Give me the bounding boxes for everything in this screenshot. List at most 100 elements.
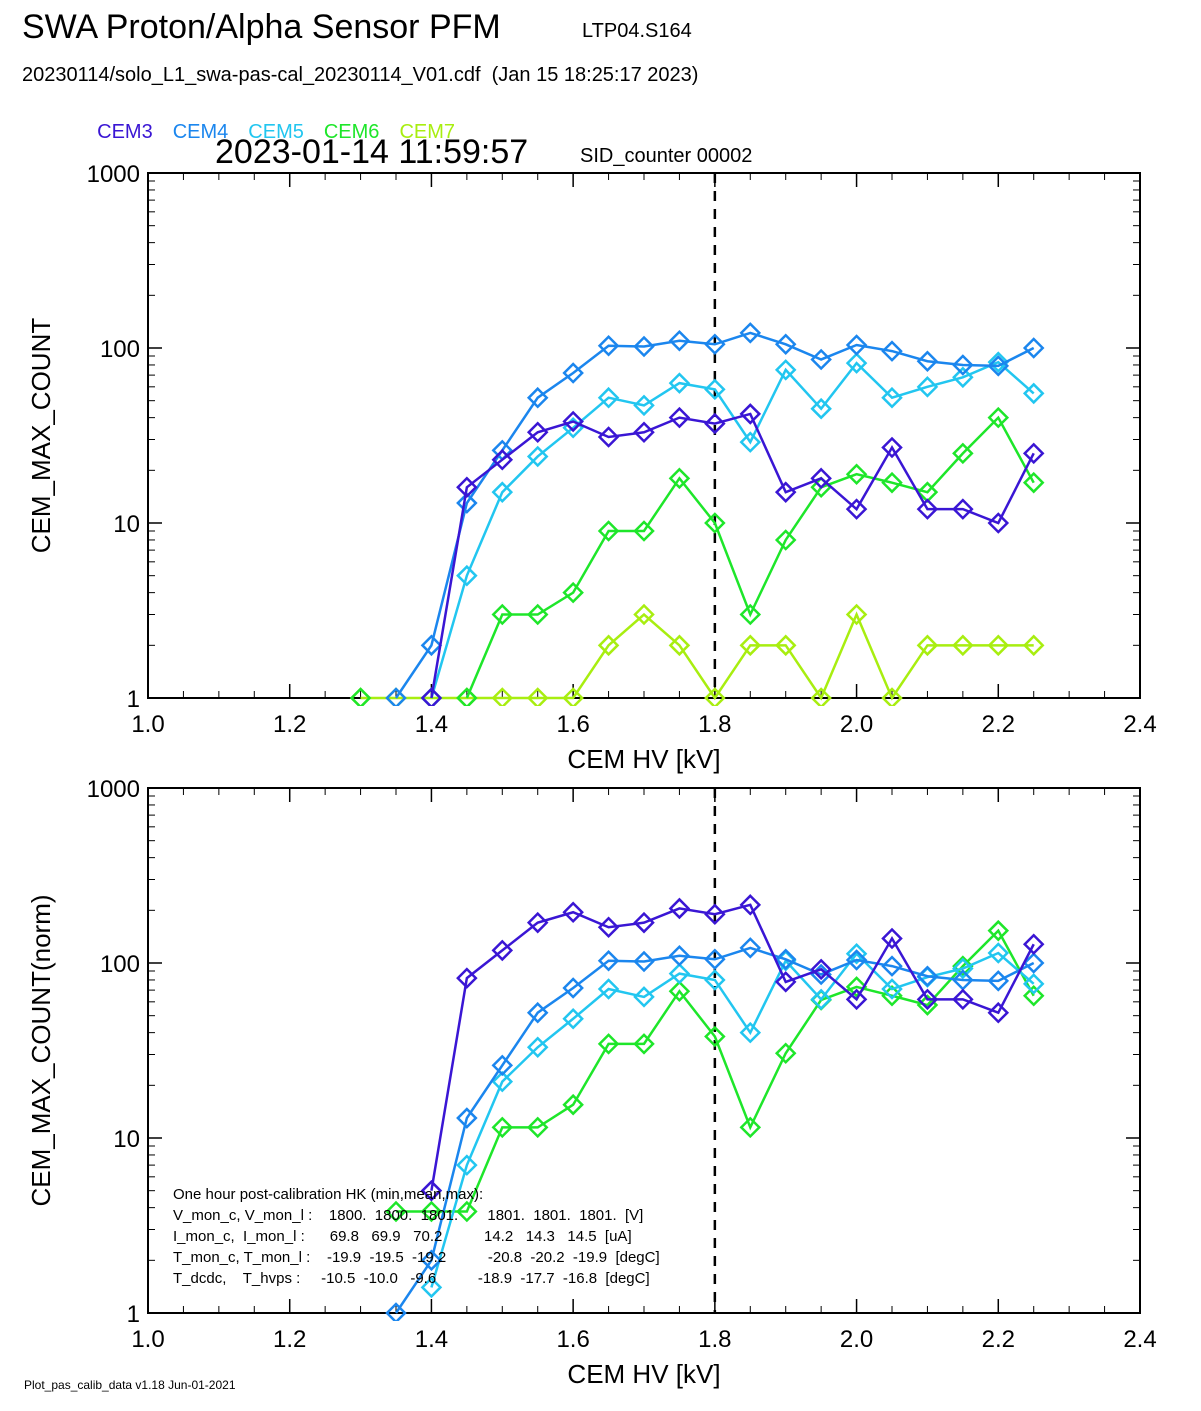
series-cem5: [420, 351, 1045, 706]
data-point: [597, 334, 620, 357]
data-point: [987, 1001, 1010, 1024]
data-point: [881, 340, 903, 362]
data-point: [420, 1276, 443, 1299]
data-point: [987, 634, 1010, 657]
data-point: [526, 911, 549, 934]
x-tick-label: 1.2: [273, 1326, 306, 1353]
data-point: [845, 988, 868, 1011]
data-point: [704, 412, 726, 435]
series-line: [394, 946, 1035, 1314]
data-point: [704, 378, 726, 401]
data-point: [597, 949, 620, 972]
data-point: [739, 431, 762, 453]
data-point: [1022, 933, 1045, 956]
data-point: [1022, 442, 1045, 465]
data-point: [774, 1042, 797, 1065]
series-layer: [349, 322, 1045, 706]
data-point: [385, 1200, 407, 1223]
data-point: [420, 1249, 443, 1272]
series-layer: [385, 894, 1045, 1321]
data-point: [952, 498, 974, 520]
data-point: [562, 977, 584, 999]
data-point: [597, 916, 620, 939]
data-point: [774, 634, 797, 657]
data-point: [987, 942, 1010, 964]
data-point: [845, 976, 868, 998]
data-point: [633, 421, 655, 444]
x-tick-label: 1.2: [273, 711, 306, 738]
x-tick-label: 1.4: [415, 1326, 448, 1353]
data-point: [952, 988, 974, 1011]
data-point: [526, 1116, 549, 1139]
series-cem3: [420, 403, 1045, 706]
data-point: [562, 362, 584, 384]
hk-line: I_mon_c, I_mon_l : 69.8 69.9 70.2 14.2 1…: [173, 1228, 632, 1245]
data-point: [526, 1001, 549, 1024]
data-point: [456, 687, 478, 706]
data-point: [597, 426, 620, 448]
data-point: [987, 351, 1010, 373]
data-point: [704, 1025, 726, 1048]
data-point: [845, 949, 868, 971]
chart-panel-1: 1.0 1.2 1.4 1.6 1.8 2.0 2.2 2.4 1 10 100 1000 CEM HV…: [26, 161, 1157, 774]
chart-panel-2: 1.0 1.2 1.4 1.6 1.8 2.0 2.2 2.4 1 10 100 1000 CEM HV…: [26, 776, 1157, 1389]
y-tick-label: 1000: [87, 161, 140, 188]
data-point: [456, 476, 478, 499]
series-line: [465, 415, 1035, 699]
data-point: [526, 687, 549, 706]
data-point: [845, 352, 868, 374]
data-point: [526, 1036, 549, 1059]
data-point: [1022, 952, 1045, 974]
data-point: [952, 442, 974, 465]
data-point: [774, 359, 797, 381]
data-point: [845, 942, 868, 965]
data-point: [774, 971, 797, 993]
data-point: [704, 948, 726, 971]
data-point: [668, 944, 691, 967]
series-line: [360, 611, 1034, 701]
data-point: [810, 988, 832, 1011]
x-axis-title: CEM HV [kV]: [567, 1359, 720, 1389]
page-subtitle: LTP04.S164: [582, 20, 692, 42]
data-point: [420, 634, 443, 657]
data-point: [704, 333, 726, 356]
data-point: [881, 436, 903, 459]
data-point: [987, 406, 1010, 429]
data-point: [562, 1093, 584, 1116]
data-point: [491, 1116, 514, 1139]
data-point: [739, 1116, 762, 1139]
series-cem4: [385, 937, 1045, 1321]
data-point: [987, 970, 1010, 992]
series-cem3: [420, 894, 1045, 1202]
data-point: [739, 634, 762, 657]
data-point: [916, 376, 939, 398]
hk-line: V_mon_c, V_mon_l : 1800. 1800. 1801. 180…: [173, 1207, 643, 1224]
data-point: [704, 903, 726, 925]
data-point: [562, 581, 584, 604]
series-line: [430, 412, 1035, 699]
data-point: [668, 962, 691, 985]
legend-entry-cem7: CEM7: [399, 121, 456, 143]
legend-entry-cem4: CEM4: [172, 121, 229, 143]
data-point: [633, 603, 655, 626]
y-tick-label: 1: [127, 686, 140, 713]
data-point: [633, 950, 655, 973]
data-point: [881, 955, 903, 977]
data-point: [916, 498, 939, 520]
data-point: [881, 978, 903, 1000]
data-point: [1022, 471, 1045, 494]
data-point: [810, 467, 832, 490]
hk-line: One hour post-calibration HK (min,mean,m…: [173, 1186, 483, 1203]
hk-line: T_mon_c, T_mon_l : -19.9 -19.5 -19.2 -20…: [173, 1249, 660, 1266]
sid-counter: SID_counter 00002: [580, 145, 753, 167]
x-axis-title: CEM HV [kV]: [567, 744, 720, 774]
x-tick-label: 2.4: [1123, 711, 1156, 738]
data-point: [597, 634, 620, 657]
data-point: [526, 445, 549, 468]
data-point: [491, 1054, 514, 1077]
data-point: [881, 687, 903, 706]
hk-note: One hour post-calibration HK (min,mean,m…: [173, 1186, 660, 1287]
y-tick-label: 1: [127, 1301, 140, 1328]
data-point: [668, 406, 691, 429]
data-point: [704, 687, 726, 706]
